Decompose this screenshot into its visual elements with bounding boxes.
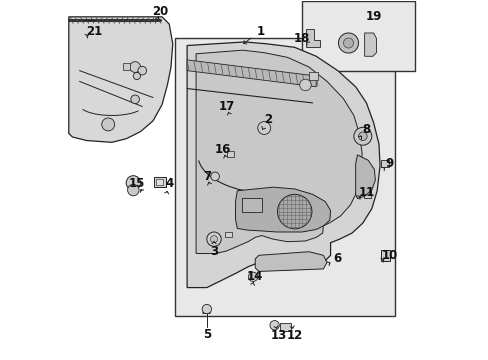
Bar — [174, 39, 394, 316]
Circle shape — [131, 95, 139, 104]
Polygon shape — [255, 252, 326, 271]
Polygon shape — [187, 60, 316, 87]
Polygon shape — [235, 187, 330, 232]
Circle shape — [127, 184, 139, 196]
Text: 19: 19 — [365, 10, 381, 23]
Circle shape — [138, 66, 146, 75]
Bar — [154, 177, 165, 187]
Bar — [122, 63, 129, 70]
Circle shape — [210, 172, 219, 181]
Bar — [380, 250, 389, 261]
Bar — [301, 1, 414, 71]
Circle shape — [299, 79, 310, 91]
Circle shape — [210, 235, 217, 243]
Circle shape — [206, 232, 221, 246]
Circle shape — [129, 62, 140, 72]
Circle shape — [277, 194, 311, 229]
Polygon shape — [187, 42, 379, 288]
Bar — [280, 323, 290, 331]
Bar — [242, 198, 261, 212]
Text: 12: 12 — [286, 329, 302, 342]
Text: 20: 20 — [152, 5, 168, 18]
Bar — [226, 150, 234, 157]
Text: 7: 7 — [203, 170, 210, 183]
Text: 8: 8 — [362, 123, 370, 136]
Text: 13: 13 — [270, 329, 286, 342]
Bar — [381, 160, 388, 167]
Polygon shape — [355, 155, 375, 199]
Text: 18: 18 — [293, 32, 309, 45]
Text: 17: 17 — [218, 100, 234, 113]
Polygon shape — [69, 17, 172, 142]
Circle shape — [102, 118, 115, 131]
Bar — [156, 179, 163, 185]
Text: 2: 2 — [263, 113, 271, 126]
Bar — [225, 232, 231, 237]
Circle shape — [269, 320, 279, 330]
Text: 6: 6 — [333, 252, 341, 265]
Text: 11: 11 — [358, 186, 374, 199]
Circle shape — [343, 38, 353, 48]
Circle shape — [202, 305, 211, 314]
Text: 15: 15 — [128, 177, 145, 190]
Text: 16: 16 — [214, 143, 231, 156]
Polygon shape — [305, 30, 319, 47]
Circle shape — [358, 132, 366, 140]
Polygon shape — [196, 50, 362, 253]
Circle shape — [133, 72, 140, 80]
Text: 5: 5 — [203, 328, 210, 341]
Text: 10: 10 — [381, 249, 397, 262]
Text: 21: 21 — [85, 25, 102, 38]
Polygon shape — [364, 33, 376, 56]
Text: 3: 3 — [209, 245, 218, 258]
Circle shape — [338, 33, 358, 53]
Bar — [308, 72, 317, 80]
Text: 4: 4 — [165, 177, 173, 190]
Bar — [363, 190, 370, 198]
Circle shape — [257, 122, 270, 134]
Circle shape — [248, 272, 257, 282]
Text: 1: 1 — [256, 25, 264, 38]
Circle shape — [353, 127, 371, 145]
Text: 14: 14 — [246, 270, 263, 283]
Text: 9: 9 — [385, 157, 393, 170]
Circle shape — [126, 176, 140, 190]
